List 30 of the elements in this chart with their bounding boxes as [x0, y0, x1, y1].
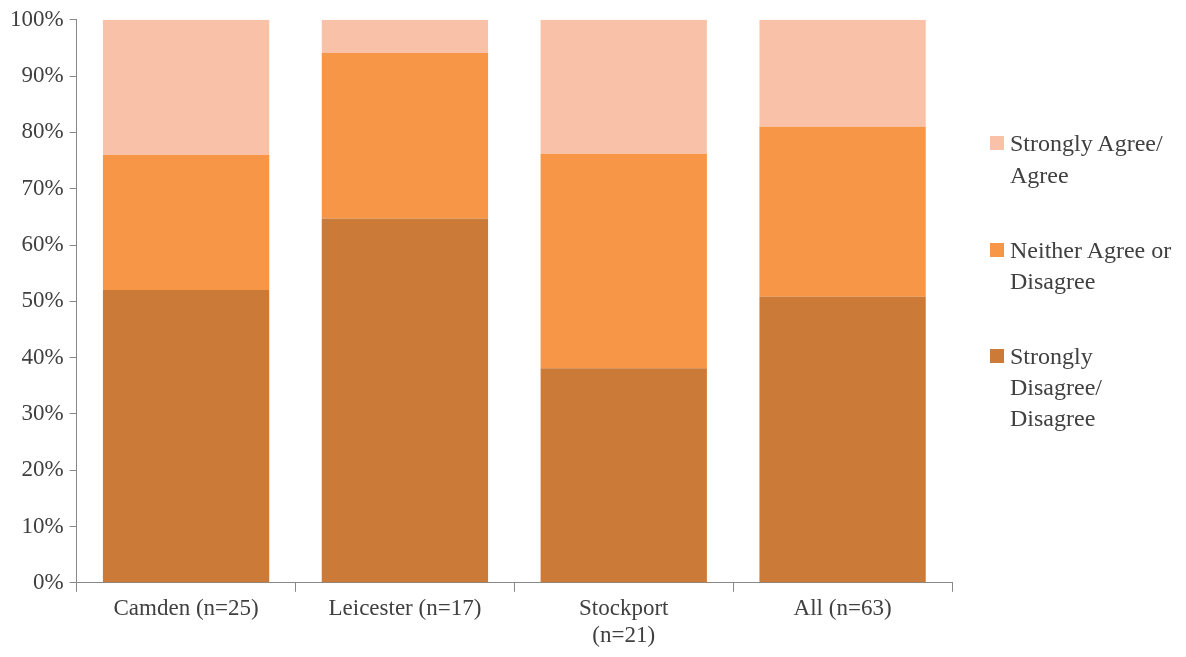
y-tick-label: 50%: [21, 287, 64, 313]
x-tick-label: Camden (n=25): [113, 594, 259, 620]
y-tick-label: 70%: [21, 174, 64, 200]
legend-label: Strongly Agree/ Agree: [1010, 129, 1164, 190]
bar: [102, 19, 270, 155]
y-tick-label: 60%: [21, 231, 64, 257]
bar: [540, 368, 707, 583]
x-tick-label: All (n=63): [793, 594, 892, 620]
y-tick-label: 10%: [21, 512, 64, 538]
y-tick-label: 40%: [21, 343, 64, 369]
y-tick-label: 20%: [21, 456, 64, 482]
bar: [759, 19, 926, 127]
bar: [540, 19, 707, 154]
y-tick-label: 0%: [32, 568, 64, 594]
bar: [759, 126, 926, 297]
y-tick-label: 90%: [21, 62, 64, 88]
bar: [102, 154, 270, 291]
x-tick-label: Leicester (n=17): [328, 594, 482, 620]
x-tick-label: Stockport (n=21): [579, 594, 670, 648]
bar: [321, 218, 489, 583]
bar: [321, 19, 489, 54]
legend-label: Strongly Disagree/ Disagree: [1010, 342, 1103, 434]
y-tick-label: 80%: [21, 118, 64, 144]
bar: [321, 53, 489, 219]
bar: [102, 290, 270, 583]
bar: [759, 296, 926, 583]
y-tick-label: 100%: [9, 5, 64, 31]
y-tick-label: 30%: [21, 399, 64, 425]
legend-label: Neither Agree or Disagree: [1010, 235, 1173, 296]
bar: [540, 153, 707, 369]
